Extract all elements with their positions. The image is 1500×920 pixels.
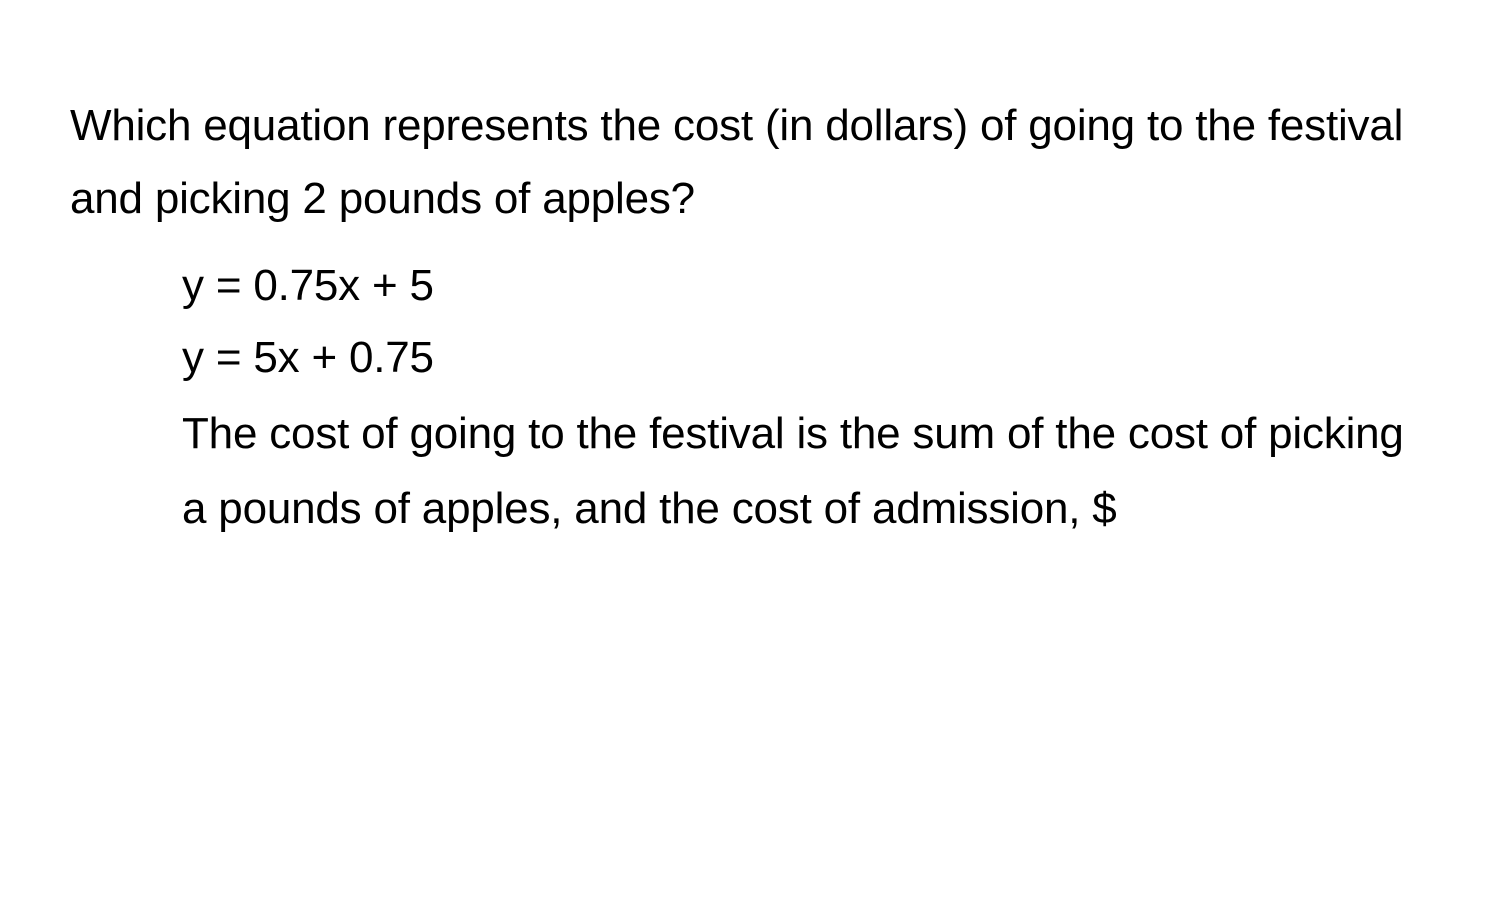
option-2: y = 5x + 0.75 bbox=[182, 325, 1430, 391]
options-list: y = 0.75x + 5 y = 5x + 0.75 The cost of … bbox=[70, 253, 1430, 547]
problem-page: Which equation represents the cost (in d… bbox=[0, 0, 1500, 547]
question-text: Which equation represents the cost (in d… bbox=[70, 90, 1430, 235]
option-3: The cost of going to the festival is the… bbox=[182, 397, 1430, 547]
option-1: y = 0.75x + 5 bbox=[182, 253, 1430, 319]
